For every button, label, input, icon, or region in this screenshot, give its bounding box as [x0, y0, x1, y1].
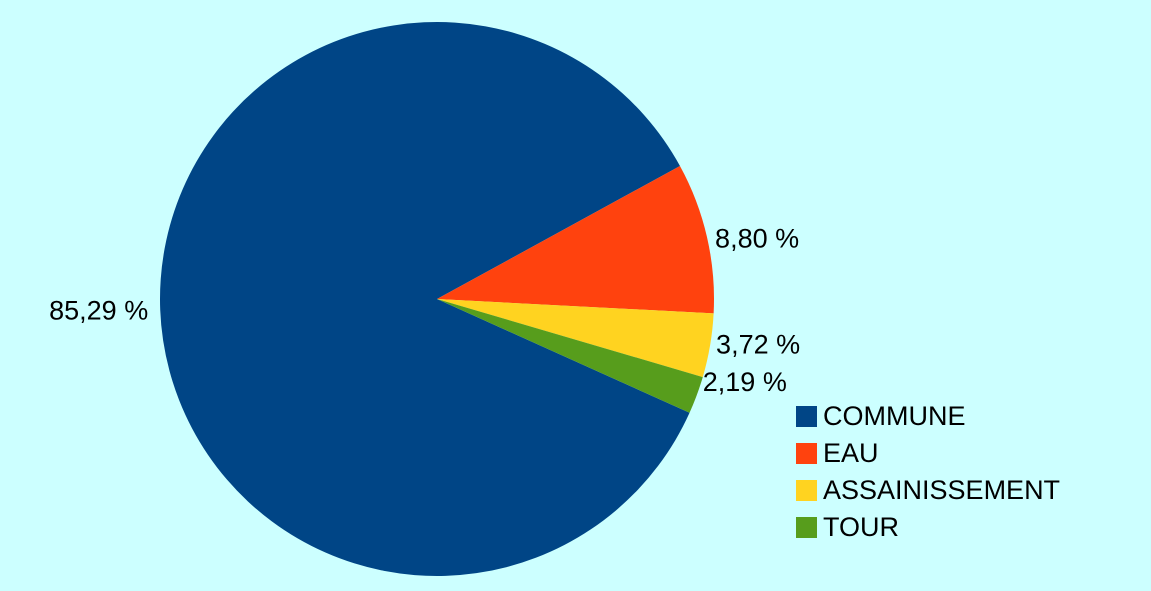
legend-swatch-tour: [796, 517, 817, 538]
data-label-commune: 85,29 %: [49, 296, 148, 326]
pie-data-labels: 85,29 % 8,80 % 3,72 % 2,19 %: [49, 223, 800, 397]
legend-swatch-eau: [796, 443, 817, 464]
legend-label-commune: COMMUNE: [823, 401, 966, 431]
legend-swatch-assainissement: [796, 480, 817, 501]
legend-item-commune: COMMUNE: [796, 398, 1060, 435]
pie-slice-tour: [437, 299, 703, 413]
data-label-eau: 8,80 %: [715, 223, 799, 253]
chart-legend: COMMUNE EAU ASSAINISSEMENT TOUR: [796, 398, 1060, 546]
pie-slices: [159, 21, 714, 576]
data-label-assainissement: 3,72 %: [716, 330, 800, 360]
legend-label-tour: TOUR: [823, 512, 900, 542]
legend-item-assainissement: ASSAINISSEMENT: [796, 472, 1060, 509]
pie-slice-eau: [437, 165, 714, 314]
pie-slice-commune: [159, 21, 690, 576]
legend-label-eau: EAU: [823, 438, 879, 468]
legend-label-assainissement: ASSAINISSEMENT: [823, 475, 1061, 505]
data-label-tour: 2,19 %: [703, 367, 787, 397]
pie-slice-assainissement: [437, 299, 714, 378]
legend-item-eau: EAU: [796, 435, 1060, 472]
legend-swatch-commune: [796, 406, 817, 427]
legend-item-tour: TOUR: [796, 509, 1060, 546]
